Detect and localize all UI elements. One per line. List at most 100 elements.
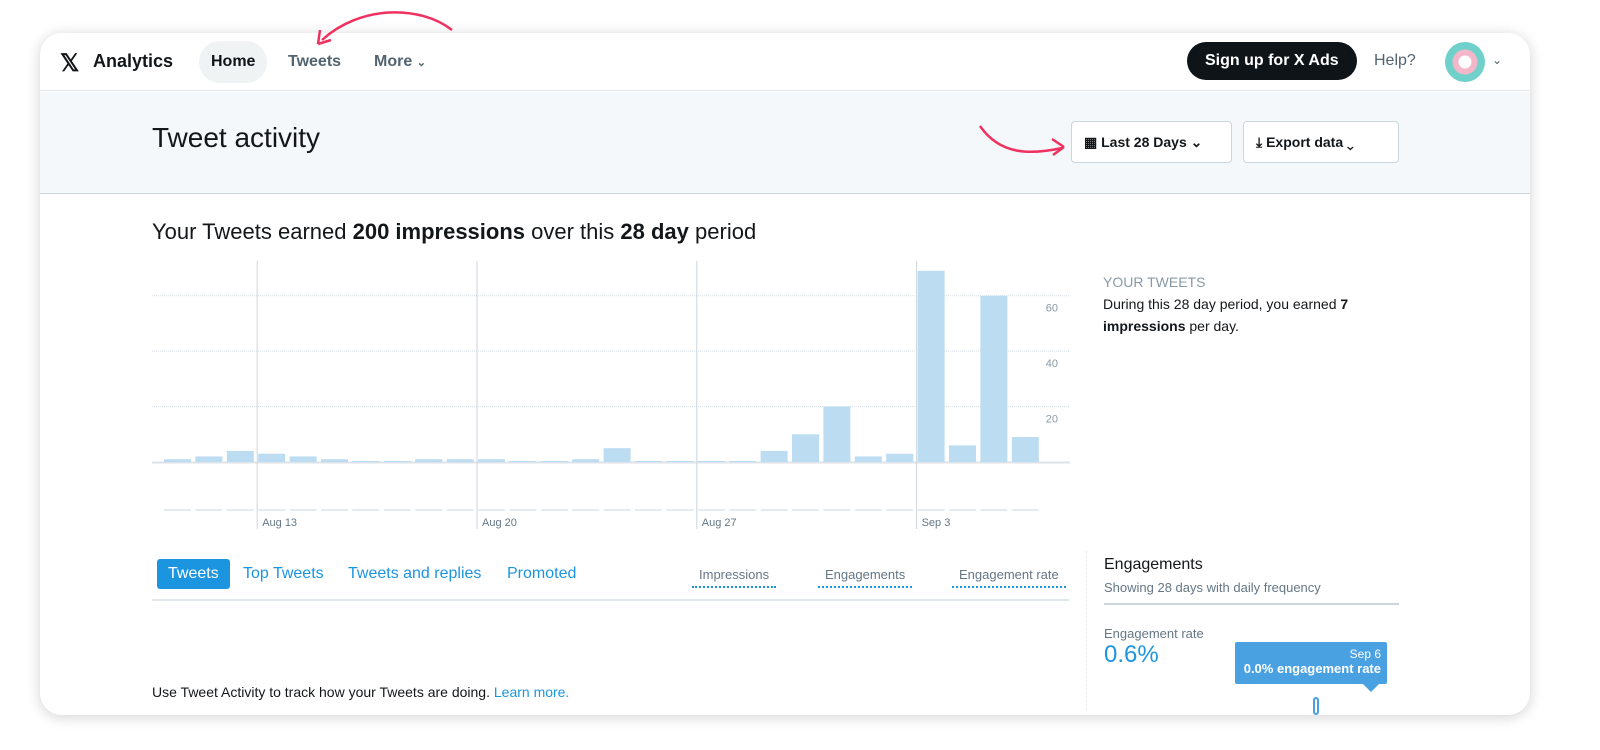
bar-placeholder [352, 509, 380, 511]
bar-placeholder [760, 509, 788, 511]
engagements-title: Engagements [1104, 556, 1203, 573]
bar-placeholder [666, 509, 694, 511]
bar [980, 295, 1008, 462]
bar [949, 445, 976, 462]
bar [195, 456, 223, 462]
date-range-button[interactable]: ▦ Last 28 Days ⌄ [1071, 121, 1232, 163]
bar-placeholder [823, 509, 851, 511]
bar [509, 461, 537, 462]
bar [478, 459, 505, 462]
bar-placeholder [195, 509, 223, 511]
bar [258, 453, 286, 462]
bar-placeholder [226, 509, 254, 511]
bar-placeholder [164, 509, 191, 511]
engagement-tooltip: Sep 6 0.0% engagement rate [1235, 642, 1387, 692]
x-tick-label: Aug 27 [702, 517, 737, 529]
bar [854, 456, 882, 462]
bar-placeholder [980, 509, 1008, 511]
y-tick-label: 40 [1046, 358, 1058, 370]
bar [572, 459, 600, 462]
bar [886, 453, 914, 462]
bar-placeholder [446, 509, 474, 511]
bar-placeholder [949, 509, 976, 511]
bar [289, 456, 317, 462]
x-tick-label: Aug 20 [482, 517, 517, 529]
x-logo-icon[interactable]: 𝕏 [60, 50, 80, 77]
export-data-button[interactable]: ⤓ Export data ⌄ [1243, 121, 1399, 163]
tooltip-date: Sep 6 [1349, 647, 1381, 661]
avatar[interactable] [1445, 42, 1485, 82]
bar [352, 461, 380, 462]
chart-point-marker-icon[interactable] [1313, 697, 1319, 715]
tooltip-value: 0.0% engagement rate [1243, 661, 1381, 676]
chevron-down-icon: ⌄ [1347, 134, 1354, 150]
download-icon: ⤓ [1256, 134, 1263, 150]
bar-placeholder [572, 509, 600, 511]
bar-placeholder [321, 509, 348, 511]
bar-placeholder [383, 509, 411, 511]
bar-placeholder [1011, 509, 1039, 511]
bar [321, 459, 348, 462]
bar-placeholder [415, 509, 443, 511]
tab-tweets[interactable]: Tweets [157, 559, 230, 589]
bar [1011, 437, 1039, 462]
bar [164, 459, 191, 462]
bar-placeholder [917, 509, 945, 511]
bar-placeholder [603, 509, 631, 511]
bar-placeholder [792, 509, 819, 511]
annotation-arrow-tweets-icon [316, 11, 1065, 157]
chevron-down-icon: ⌄ [416, 57, 426, 69]
bar [917, 270, 945, 462]
subheader: Tweet activity ▦ Last 28 Days ⌄ ⤓ Export… [40, 92, 1530, 194]
bar [603, 448, 631, 462]
date-range-label: Last 28 Days [1101, 134, 1187, 150]
column-engagements[interactable]: Engagements [818, 567, 913, 588]
sign-up-ads-button[interactable]: Sign up for X Ads [1187, 42, 1357, 80]
brand-name: Analytics [93, 51, 174, 71]
your-tweets-text: per day. [1185, 318, 1239, 334]
bar [760, 450, 788, 462]
tab-promoted[interactable]: Promoted [507, 565, 577, 582]
your-tweets-text: During this 28 day period, you earned [1103, 296, 1341, 312]
engagements-subtitle: Showing 28 days with daily frequency [1104, 580, 1321, 595]
info-message: Use Tweet Activity to track how your Twe… [152, 684, 494, 700]
nav-more-label: More [374, 53, 413, 70]
bar [823, 406, 851, 462]
column-engagement-rate[interactable]: Engagement rate [952, 567, 1066, 588]
bar [729, 461, 757, 462]
help-link[interactable]: Help? [1374, 52, 1416, 69]
your-tweets-per-day: 7 impressions [1103, 296, 1349, 334]
bar-placeholder [854, 509, 882, 511]
x-tick-label: Aug 13 [262, 517, 297, 529]
export-label: Export data [1266, 134, 1344, 150]
engagements-panel: Engagements Showing 28 days with daily f… [1086, 551, 1399, 711]
nav-home[interactable]: Home [199, 41, 268, 83]
nav-tweets[interactable]: Tweets [288, 53, 342, 70]
summary-text: period [688, 219, 757, 244]
learn-more-link[interactable]: Learn more. [493, 684, 570, 700]
bar [666, 461, 694, 462]
chevron-down-icon[interactable]: ⌄ [1492, 53, 1503, 67]
y-tick-label: 20 [1046, 414, 1058, 426]
bar-placeholder [540, 509, 568, 511]
bar-placeholder [478, 509, 505, 511]
tab-top-tweets[interactable]: Top Tweets [243, 565, 324, 582]
summary-impressions: 200 impressions [352, 219, 526, 244]
y-tick-label: 60 [1046, 303, 1058, 315]
summary-text: Your Tweets earned [152, 219, 353, 244]
column-impressions[interactable]: Impressions [692, 567, 777, 588]
info-text: Use Tweet Activity to track how your Twe… [152, 684, 569, 700]
bar-placeholder [886, 509, 914, 511]
nav-more[interactable]: More ⌄ [362, 41, 438, 83]
top-nav: 𝕏 Analytics Home Tweets More ⌄ Sign up f… [40, 33, 1530, 91]
tab-tweets-and-replies[interactable]: Tweets and replies [348, 565, 482, 582]
bar-placeholder [289, 509, 317, 511]
bar [697, 461, 725, 462]
chevron-down-icon: ⌄ [1190, 134, 1203, 150]
bar-placeholder [258, 509, 286, 511]
bar [415, 459, 443, 462]
bar [540, 461, 568, 462]
bar [383, 461, 411, 462]
engagement-rate-value: 0.6% [1104, 641, 1159, 668]
your-tweets-caption: YOUR TWEETS [1103, 274, 1206, 290]
